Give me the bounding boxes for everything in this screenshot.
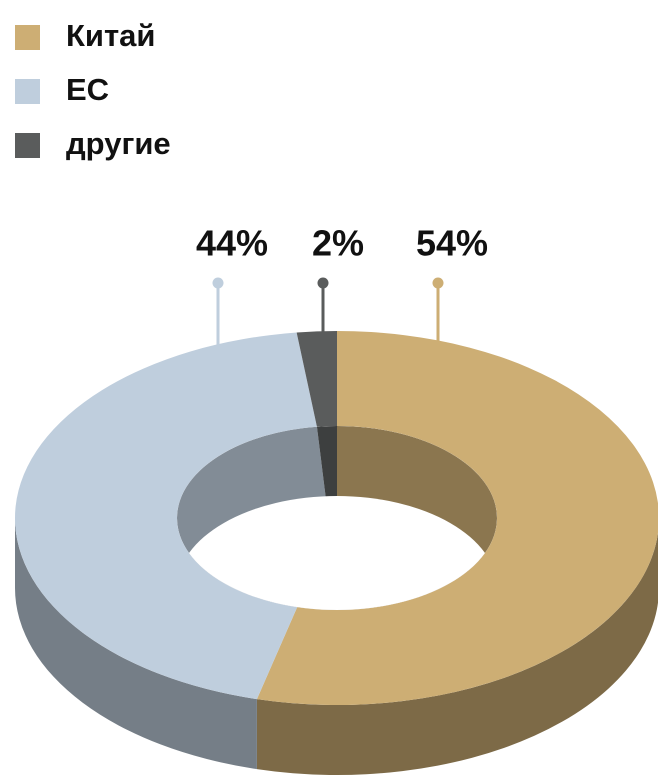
legend-label: ЕС — [66, 72, 109, 107]
slices — [15, 331, 658, 705]
legend-label: другие — [66, 126, 171, 161]
inner-wall — [177, 426, 497, 610]
legend: Китай ЕС другие — [15, 18, 171, 161]
legend-swatch — [15, 133, 40, 158]
hole — [177, 496, 497, 610]
value-labels: 54% 44% 2% — [196, 223, 488, 347]
legend-swatch — [15, 79, 40, 104]
value-label: 2% — [312, 223, 364, 264]
slice-side — [256, 532, 658, 775]
slice-side — [15, 518, 257, 770]
legend-label: Китай — [66, 18, 155, 53]
leader-dot — [317, 277, 329, 289]
sides — [15, 518, 658, 775]
legend-swatch — [15, 25, 40, 50]
leader-dot — [212, 277, 224, 289]
slice — [15, 332, 317, 700]
slice — [256, 331, 658, 705]
value-label: 44% — [196, 223, 268, 264]
slice — [296, 331, 337, 427]
leader-dot — [432, 277, 444, 289]
value-label: 54% — [416, 223, 488, 264]
